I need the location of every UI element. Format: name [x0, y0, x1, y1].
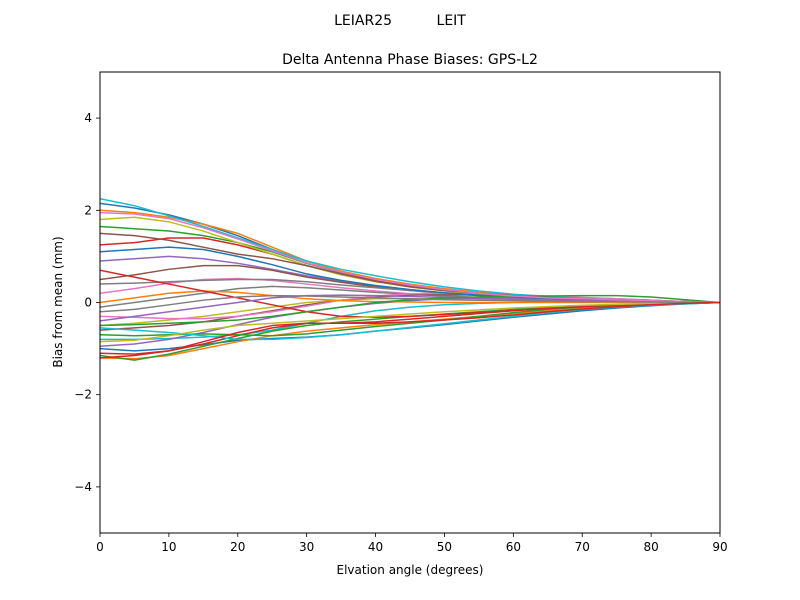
series-line-31 [100, 294, 720, 313]
series-line-32 [100, 301, 720, 359]
x-tick-label: 0 [96, 540, 104, 554]
x-axis-label: Elvation angle (degrees) [337, 563, 484, 577]
y-tick-label: −4 [74, 480, 92, 494]
x-tick-label: 40 [368, 540, 383, 554]
figure-suptitle: LEIAR25 LEIT [334, 13, 466, 29]
y-tick-label: −2 [74, 388, 92, 402]
x-tick-label: 70 [575, 540, 590, 554]
x-tick-label: 50 [437, 540, 452, 554]
x-tick-label: 10 [161, 540, 176, 554]
y-axis: −4 −2 0 2 4 [74, 111, 100, 494]
x-tick-label: 20 [230, 540, 245, 554]
series-line-28 [100, 294, 720, 327]
y-tick-label: 2 [84, 203, 92, 217]
chart-title: Delta Antenna Phase Biases: GPS-L2 [282, 52, 538, 68]
series-line-27 [100, 301, 720, 343]
x-tick-label: 90 [712, 540, 727, 554]
series-line-24 [100, 269, 720, 318]
x-tick-label: 60 [506, 540, 521, 554]
series-line-17 [100, 292, 720, 320]
y-tick-label: 0 [84, 296, 92, 310]
series-line-30 [100, 211, 720, 304]
x-axis: 0 10 20 30 40 50 60 70 80 90 [96, 533, 728, 554]
y-axis-label: Bias from mean (mm) [51, 236, 65, 367]
series-layer [100, 198, 720, 361]
x-tick-label: 80 [643, 540, 658, 554]
x-tick-label: 30 [299, 540, 314, 554]
y-tick-label: 4 [84, 111, 92, 125]
